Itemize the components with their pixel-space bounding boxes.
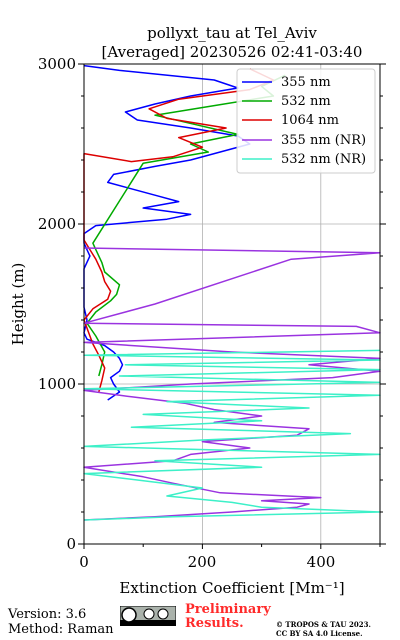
copyright-line: © TROPOS & TAU 2023. <box>276 620 371 629</box>
preliminary-line: Preliminary <box>185 602 271 617</box>
x-tick-label: 200 <box>188 553 217 571</box>
y-tick-label: 3000 <box>38 55 76 73</box>
legend: 355 nm 532 nm 1064 nm 355 nm (NR) 532 nm… <box>236 68 376 174</box>
y-axis-label: Height (m) <box>9 263 27 346</box>
chart-subtitle: [Averaged] 20230526 02:41-03:40 <box>102 43 363 61</box>
x-tick-label: 0 <box>79 553 89 571</box>
method-text: Method: Raman <box>8 622 114 637</box>
series-line <box>86 74 286 377</box>
legend-label: 355 nm <box>281 75 331 90</box>
legend-label: 532 nm (NR) <box>281 152 366 167</box>
axis-ticks <box>78 63 386 549</box>
y-tick-label: 2000 <box>38 215 76 233</box>
preliminary-line: Results. <box>185 616 244 631</box>
legend-label: 355 nm (NR) <box>281 133 366 148</box>
cc-by-sa-badge <box>120 606 176 626</box>
x-tick-label: 400 <box>307 553 336 571</box>
x-axis-label: Extinction Coefficient [Mm⁻¹] <box>119 579 344 597</box>
y-tick-label: 1000 <box>38 375 76 393</box>
legend-box <box>236 68 376 174</box>
chart-title: pollyxt_tau at Tel_Aviv <box>147 24 317 42</box>
copyright-line: CC BY SA 4.0 License. <box>276 629 363 638</box>
plot-frame <box>83 63 381 545</box>
series-line <box>83 349 381 521</box>
series-line <box>83 64 251 401</box>
legend-label: 1064 nm <box>281 113 339 128</box>
y-tick-label: 0 <box>66 535 76 553</box>
preliminary-notice: Preliminary Results. <box>185 603 271 631</box>
legend-label: 532 nm <box>281 94 331 109</box>
copyright-notice: © TROPOS & TAU 2023. CC BY SA 4.0 Licens… <box>276 620 371 638</box>
version-text: Version: 3.6 <box>8 607 87 622</box>
series-line <box>83 68 275 393</box>
